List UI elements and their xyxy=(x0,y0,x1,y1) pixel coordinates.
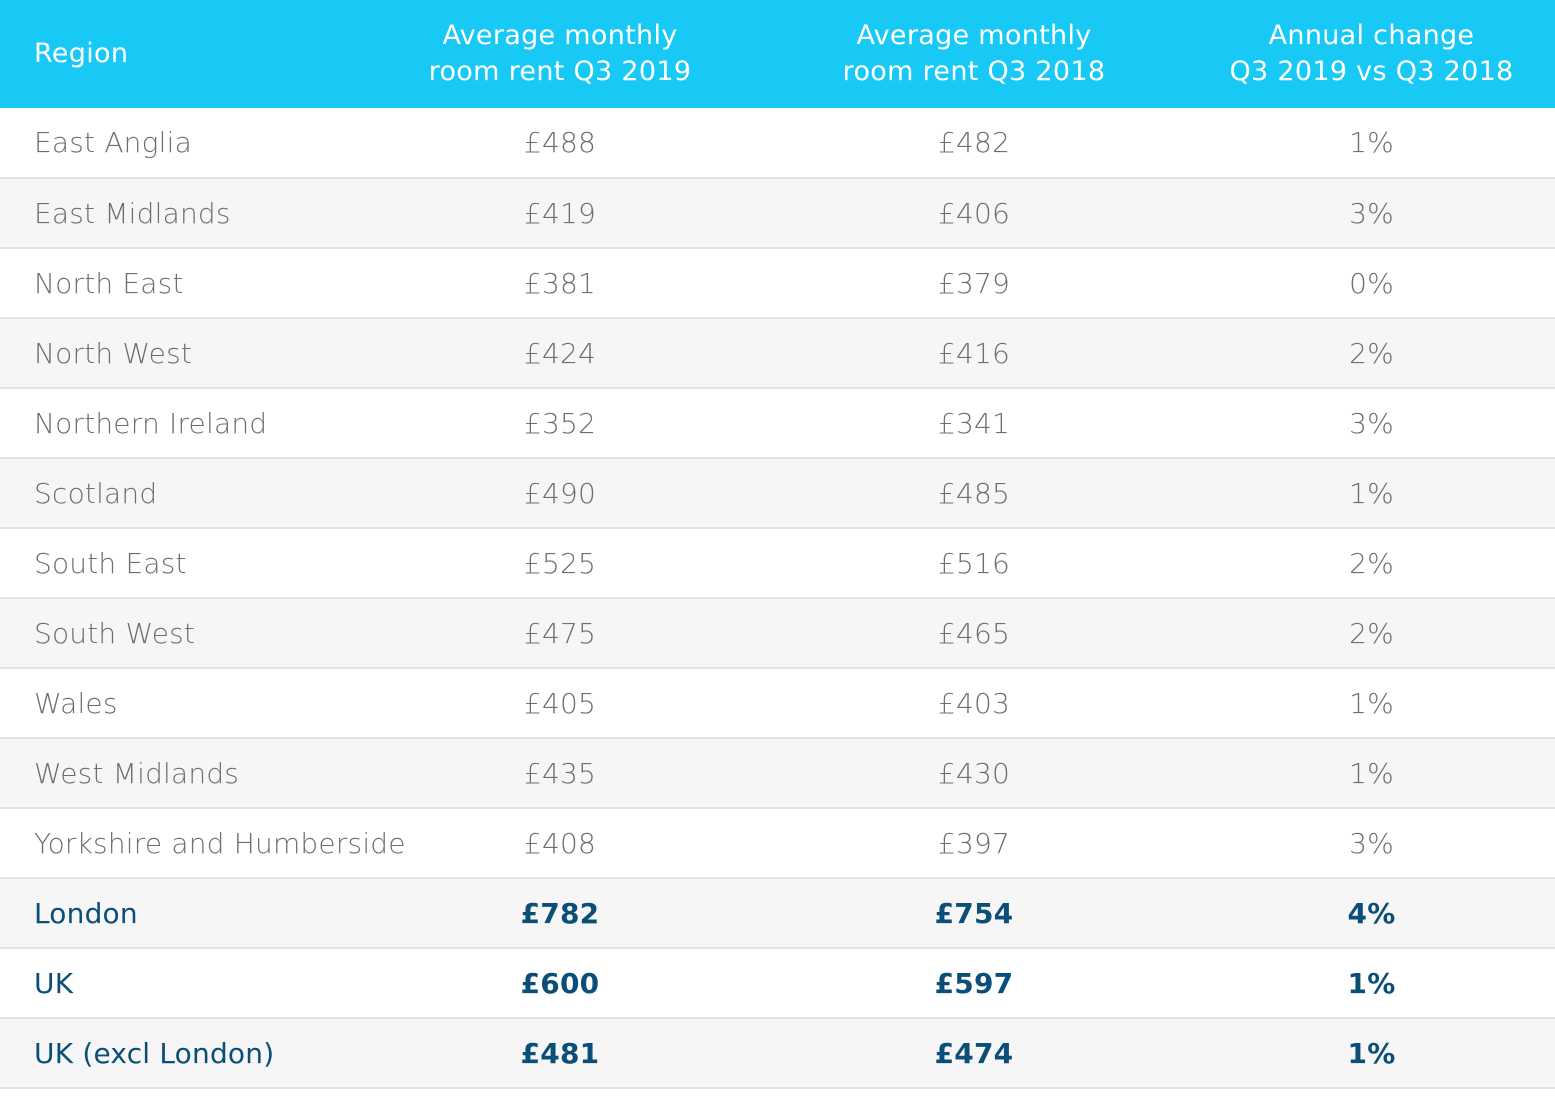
rent-2018-cell: £379 xyxy=(937,266,1011,300)
rent-2018-cell: £430 xyxy=(937,756,1011,790)
table-body: East Anglia £488 £482 1% East Midlands £… xyxy=(0,108,1555,1088)
table-row-uk: UK £600 £597 1% xyxy=(0,948,1555,1018)
region-cell: East Anglia xyxy=(34,126,192,159)
annual-change-cell: 1% xyxy=(1349,476,1394,510)
table-row: North West £424 £416 2% xyxy=(0,318,1555,388)
annual-change-cell: 0% xyxy=(1349,266,1394,300)
rent-2018-cell: £485 xyxy=(937,476,1011,510)
header-rent-2019-line-1: Average monthly xyxy=(442,20,678,51)
rent-2018-cell: £516 xyxy=(937,546,1011,580)
region-cell: West Midlands xyxy=(34,756,240,790)
header-rent-2019-line-2: room rent Q3 2019 xyxy=(428,56,692,87)
annual-change-cell: 1% xyxy=(1349,686,1394,720)
annual-change-cell: 1% xyxy=(1347,966,1396,1000)
header-rent-2018-line-1: Average monthly xyxy=(856,20,1092,51)
rent-2018-cell: £465 xyxy=(937,616,1011,650)
rent-2019-cell: £782 xyxy=(520,896,600,930)
table-row: Yorkshire and Humberside £408 £397 3% xyxy=(0,808,1555,878)
annual-change-cell: 2% xyxy=(1349,546,1394,580)
table-row: South East £525 £516 2% xyxy=(0,528,1555,598)
region-cell: North East xyxy=(34,266,184,300)
rent-2018-cell: £416 xyxy=(937,336,1011,370)
header-row: Region Average monthly room rent Q3 2019… xyxy=(0,0,1555,108)
region-cell: South East xyxy=(34,546,187,580)
region-cell: Scotland xyxy=(34,476,158,510)
rent-2019-cell: £424 xyxy=(523,336,597,370)
table-header: Region Average monthly room rent Q3 2019… xyxy=(0,0,1555,108)
rent-2019-cell: £381 xyxy=(523,266,597,300)
annual-change-cell: 1% xyxy=(1349,126,1394,159)
rent-2018-cell: £474 xyxy=(934,1036,1014,1070)
header-rent-2018: Average monthly room rent Q3 2018 xyxy=(760,0,1188,108)
region-cell: Yorkshire and Humberside xyxy=(34,826,406,860)
rent-2019-cell: £419 xyxy=(523,196,597,230)
header-rent-2019: Average monthly room rent Q3 2019 xyxy=(360,0,760,108)
rent-2019-cell: £475 xyxy=(523,616,597,650)
rent-2019-cell: £405 xyxy=(523,686,597,720)
annual-change-cell: 1% xyxy=(1349,756,1394,790)
table-row: East Midlands £419 £406 3% xyxy=(0,178,1555,248)
table-row: North East £381 £379 0% xyxy=(0,248,1555,318)
annual-change-cell: 3% xyxy=(1349,196,1394,230)
region-cell: South West xyxy=(34,616,196,650)
rent-2019-cell: £435 xyxy=(523,756,597,790)
rent-2019-cell: £481 xyxy=(520,1036,600,1070)
region-cell: East Midlands xyxy=(34,196,231,230)
rent-2018-cell: £341 xyxy=(937,406,1011,440)
rent-2019-cell: £525 xyxy=(523,546,597,580)
rent-2018-cell: £397 xyxy=(937,826,1011,860)
table-row-london: London £782 £754 4% xyxy=(0,878,1555,948)
table-row: Wales £405 £403 1% xyxy=(0,668,1555,738)
header-annual-change-line-2: Q3 2019 vs Q3 2018 xyxy=(1229,56,1514,87)
region-cell: Northern Ireland xyxy=(34,406,268,440)
header-region: Region xyxy=(34,38,129,69)
header-annual-change: Annual change Q3 2019 vs Q3 2018 xyxy=(1188,0,1555,108)
region-cell: Wales xyxy=(34,686,118,720)
table-row: Northern Ireland £352 £341 3% xyxy=(0,388,1555,458)
region-cell: North West xyxy=(34,336,193,370)
region-cell: UK (excl London) xyxy=(34,1036,275,1070)
rent-2019-cell: £600 xyxy=(520,966,600,1000)
annual-change-cell: 4% xyxy=(1347,896,1396,930)
table-row: South West £475 £465 2% xyxy=(0,598,1555,668)
rent-2018-cell: £403 xyxy=(937,686,1011,720)
annual-change-cell: 2% xyxy=(1349,616,1394,650)
annual-change-cell: 3% xyxy=(1349,406,1394,440)
rent-2019-cell: £490 xyxy=(523,476,597,510)
rent-2019-cell: £488 xyxy=(523,126,597,159)
rent-2018-cell: £754 xyxy=(934,896,1014,930)
rent-2018-cell: £482 xyxy=(937,126,1011,159)
annual-change-cell: 1% xyxy=(1347,1036,1396,1070)
table-row: East Anglia £488 £482 1% xyxy=(0,108,1555,178)
region-cell: London xyxy=(34,896,138,930)
rent-2018-cell: £406 xyxy=(937,196,1011,230)
annual-change-cell: 3% xyxy=(1349,826,1394,860)
rent-2019-cell: £352 xyxy=(523,406,597,440)
table-row-uk-excl-london: UK (excl London) £481 £474 1% xyxy=(0,1018,1555,1088)
region-cell: UK xyxy=(34,966,74,1000)
rent-2019-cell: £408 xyxy=(523,826,597,860)
table-row: West Midlands £435 £430 1% xyxy=(0,738,1555,808)
header-rent-2018-line-2: room rent Q3 2018 xyxy=(842,56,1106,87)
table-row: Scotland £490 £485 1% xyxy=(0,458,1555,528)
header-annual-change-line-1: Annual change xyxy=(1268,20,1475,51)
annual-change-cell: 2% xyxy=(1349,336,1394,370)
rent-2018-cell: £597 xyxy=(934,966,1014,1000)
